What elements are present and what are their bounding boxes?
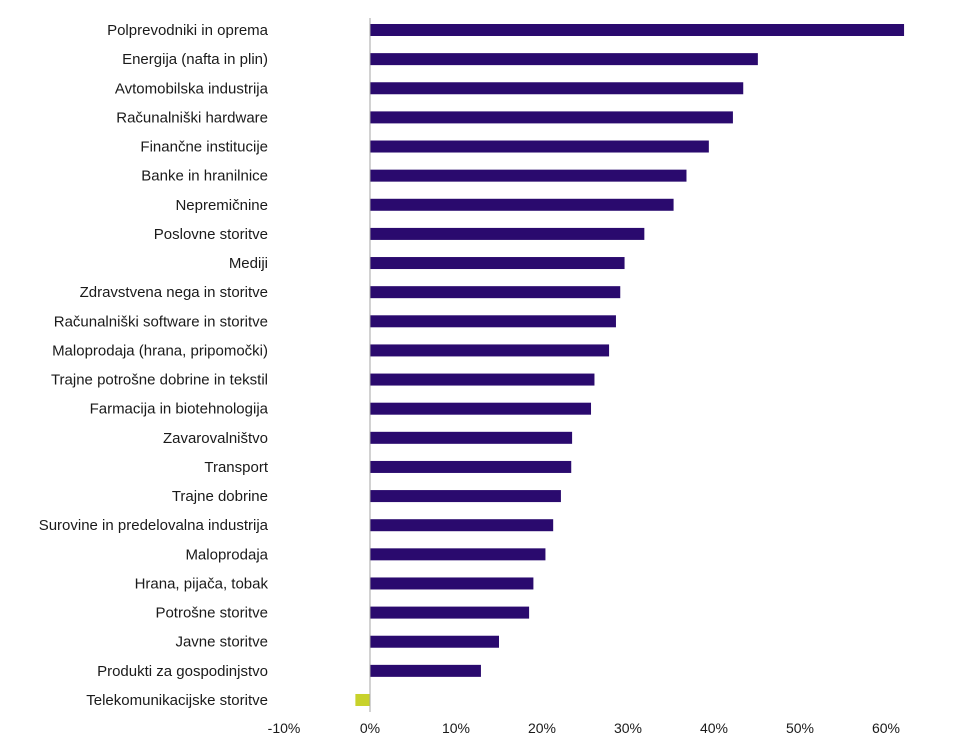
category-label: Trajne dobrine: [172, 488, 268, 505]
bar: [370, 286, 621, 299]
bar: [370, 490, 561, 503]
bar: [370, 315, 616, 328]
category-label: Zavarovalništvo: [163, 430, 268, 447]
category-label: Avtomobilska industrija: [115, 80, 269, 97]
x-tick-label: 50%: [786, 720, 814, 736]
bar: [370, 577, 534, 590]
category-label: Potrošne storitve: [155, 605, 268, 622]
bars-group: [355, 24, 905, 706]
bar: [370, 402, 592, 415]
bar: [370, 82, 744, 95]
category-label: Banke in hranilnice: [141, 168, 268, 185]
category-label: Mediji: [229, 255, 268, 272]
x-tick-label: 40%: [700, 720, 728, 736]
x-tick-label: 0%: [360, 720, 380, 736]
category-labels: Polprevodniki in oprema Energija (nafta i…: [39, 22, 269, 709]
category-label: Surovine in predelovalna industrija: [39, 517, 269, 534]
bar: [370, 519, 554, 532]
category-label: Transport: [204, 459, 268, 476]
category-label: Poslovne storitve: [154, 226, 268, 243]
category-label: Računalniški software in storitve: [54, 313, 268, 330]
category-label: Trajne potrošne dobrine in tekstil: [51, 372, 268, 389]
bar: [355, 693, 370, 706]
category-label: Maloprodaja: [185, 546, 268, 563]
x-tick-label: -10%: [268, 720, 301, 736]
x-tick-label: 20%: [528, 720, 556, 736]
bar: [370, 548, 546, 561]
bar: [370, 53, 758, 66]
bar: [370, 169, 687, 182]
bar: [370, 198, 674, 211]
x-tick-label: 30%: [614, 720, 642, 736]
category-label: Telekomunikacijske storitve: [86, 692, 268, 709]
bar: [370, 344, 610, 357]
category-label: Farmacija in biotehnologija: [90, 401, 269, 418]
bar: [370, 257, 625, 270]
bar: [370, 664, 481, 677]
bar: [370, 227, 645, 240]
category-label: Računalniški hardware: [116, 109, 268, 126]
bar: [370, 24, 905, 36]
category-label: Finančne institucije: [140, 139, 268, 156]
bar: [370, 431, 573, 444]
bar: [370, 140, 709, 153]
bar: [370, 111, 733, 124]
category-label: Energija (nafta in plin): [122, 51, 268, 68]
category-label: Produkti za gospodinjstvo: [97, 663, 268, 680]
category-label: Javne storitve: [175, 634, 268, 651]
bar: [370, 373, 595, 386]
bar: [370, 606, 530, 619]
category-label: Maloprodaja (hrana, pripomočki): [52, 342, 268, 359]
x-axis-ticks: -10% 0% 10% 20% 30% 40% 50% 60%: [268, 720, 900, 736]
category-label: Nepremičnine: [175, 197, 268, 214]
category-label: Zdravstvena nega in storitve: [80, 284, 268, 301]
x-tick-label: 10%: [442, 720, 470, 736]
category-label: Hrana, pijača, tobak: [135, 575, 269, 592]
category-label: Polprevodniki in oprema: [107, 22, 269, 39]
bar: [370, 635, 499, 648]
bar: [370, 460, 572, 473]
x-tick-label: 60%: [872, 720, 900, 736]
